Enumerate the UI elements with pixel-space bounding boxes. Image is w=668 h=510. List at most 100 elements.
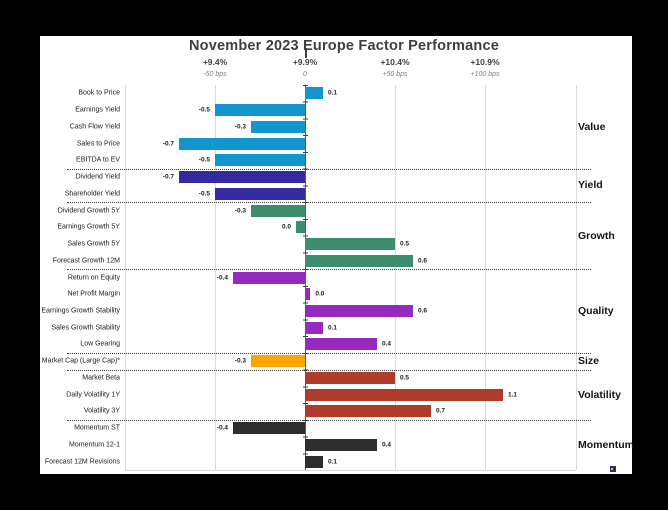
factor-label-daily-volatility-1y: Daily Volatility 1Y [66, 391, 120, 399]
axis-tick-secondary: 0 [303, 71, 307, 78]
factor-label-market-cap-large-cap: Market Cap (Large Cap)* [41, 357, 120, 365]
category-label-growth: Growth [578, 229, 615, 242]
value-label-forecast-growth-12m: 0.6 [418, 257, 428, 265]
value-label-shareholder-yield: -0.5 [198, 190, 210, 198]
bar-daily-volatility-1y [305, 388, 503, 401]
factor-label-forecast-growth-12m: Forecast Growth 12M [52, 257, 120, 265]
bar-ebitda-to-ev [215, 154, 305, 167]
axis-tick-secondary: -50 bps [203, 71, 227, 78]
axis-tick-primary: +10.4% [380, 57, 410, 67]
value-label-dividend-growth-5y: -0.3 [234, 207, 246, 215]
bar-earnings-growth-stability [305, 304, 413, 317]
zero-axis-ticks [303, 85, 308, 470]
bar-sales-growth-5y [305, 238, 395, 251]
bar-market-beta [305, 371, 395, 384]
value-label-dividend-yield: -0.7 [162, 173, 174, 181]
axis-tick-secondary: +100 bps [470, 71, 500, 78]
group-separator [67, 419, 591, 421]
category-label-quality: Quality [578, 304, 614, 317]
group-separator [67, 369, 591, 371]
value-label-momentum-st: -0.4 [216, 424, 228, 432]
category-label-momentum: Momentum [578, 438, 634, 451]
value-label-sales-growth-5y: 0.5 [400, 240, 410, 248]
bar-earnings-yield [215, 104, 305, 117]
category-label-size: Size [578, 355, 600, 368]
category-label-yield: Yield [578, 179, 603, 192]
axis-tick-primary: +9.4% [202, 57, 228, 67]
factor-label-volatility-3y: Volatility 3Y [83, 407, 120, 415]
factor-label-sales-to-price: Sales to Price [76, 140, 120, 148]
factor-label-dividend-yield: Dividend Yield [75, 173, 120, 181]
value-label-forecast-12m-revisions: 0.1 [328, 458, 338, 466]
value-label-earnings-growth-stability: 0.6 [418, 307, 428, 315]
bar-forecast-12m-revisions [305, 455, 323, 468]
factor-label-shareholder-yield: Shareholder Yield [64, 190, 120, 198]
value-label-sales-to-price: -0.7 [162, 140, 174, 148]
value-label-cash-flow-yield: -0.3 [234, 123, 246, 131]
value-label-earnings-growth-5y: 0.0 [281, 223, 291, 231]
bar-market-cap-large-cap [251, 355, 305, 368]
bar-net-profit-margin [305, 288, 311, 301]
axis-tick-primary: +9.9% [292, 57, 318, 67]
value-label-low-gearing: 0.4 [382, 340, 392, 348]
bar-momentum-st [233, 422, 305, 435]
plot-bottom-border [125, 470, 576, 471]
value-label-daily-volatility-1y: 1.1 [508, 391, 518, 399]
factor-label-low-gearing: Low Gearing [80, 340, 120, 348]
factor-label-earnings-yield: Earnings Yield [75, 106, 120, 114]
bar-sales-growth-stability [305, 321, 323, 334]
factor-label-book-to-price: Book to Price [78, 89, 120, 97]
value-label-earnings-yield: -0.5 [198, 106, 210, 114]
bar-earnings-growth-5y [296, 221, 305, 234]
value-label-market-beta: 0.5 [400, 374, 410, 382]
gridline [395, 85, 396, 470]
value-label-volatility-3y: 0.7 [436, 407, 446, 415]
group-separator [67, 168, 591, 170]
cropped-logo-fragment [610, 466, 616, 472]
bar-return-on-equity [233, 271, 305, 284]
group-separator [67, 269, 591, 271]
axis-tick-secondary: +50 bps [382, 71, 408, 78]
factor-label-momentum-st: Momentum ST [74, 424, 120, 432]
factor-label-sales-growth-5y: Sales Growth 5Y [67, 240, 120, 248]
category-label-volatility: Volatility [578, 388, 621, 401]
zero-axis-top-tick [305, 48, 307, 58]
bar-momentum-12-1 [305, 438, 377, 451]
factor-label-earnings-growth-stability: Earnings Growth Stability [41, 307, 120, 315]
chart-panel: November 2023 Europe Factor Performance … [40, 36, 634, 474]
bar-low-gearing [305, 338, 377, 351]
factor-label-dividend-growth-5y: Dividend Growth 5Y [57, 207, 120, 215]
factor-label-ebitda-to-ev: EBITDA to EV [76, 156, 120, 164]
chart-title: November 2023 Europe Factor Performance [189, 38, 499, 54]
factor-label-cash-flow-yield: Cash Flow Yield [69, 123, 120, 131]
value-label-net-profit-margin: 0.0 [315, 290, 325, 298]
factor-label-momentum-12-1: Momentum 12-1 [69, 441, 120, 449]
bar-cash-flow-yield [251, 120, 305, 133]
axis-tick-primary: +10.9% [470, 57, 500, 67]
value-label-momentum-12-1: 0.4 [382, 441, 392, 449]
value-label-sales-growth-stability: 0.1 [328, 324, 338, 332]
value-label-ebitda-to-ev: -0.5 [198, 156, 210, 164]
gridline [485, 85, 486, 470]
factor-label-earnings-growth-5y: Earnings Growth 5Y [57, 223, 120, 231]
group-separator [67, 352, 591, 354]
category-label-value: Value [578, 120, 606, 133]
factor-label-market-beta: Market Beta [82, 374, 120, 382]
value-label-book-to-price: 0.1 [328, 89, 338, 97]
value-label-return-on-equity: -0.4 [216, 274, 228, 281]
plot-right-border [576, 85, 577, 470]
bar-shareholder-yield [215, 187, 305, 200]
bar-sales-to-price [179, 137, 305, 150]
factor-label-forecast-12m-revisions: Forecast 12M Revisions [44, 458, 120, 466]
bar-forecast-growth-12m [305, 254, 413, 267]
value-label-market-cap-large-cap: -0.3 [234, 357, 246, 365]
factor-label-sales-growth-stability: Sales Growth Stability [51, 324, 120, 332]
bar-dividend-yield [179, 171, 305, 184]
bar-dividend-growth-5y [251, 204, 305, 217]
factor-label-return-on-equity: Return on Equity [67, 274, 120, 281]
bar-volatility-3y [305, 405, 431, 418]
group-separator [67, 202, 591, 204]
plot-left-border [125, 85, 126, 470]
gridline [215, 85, 216, 470]
factor-label-net-profit-margin: Net Profit Margin [67, 290, 120, 298]
